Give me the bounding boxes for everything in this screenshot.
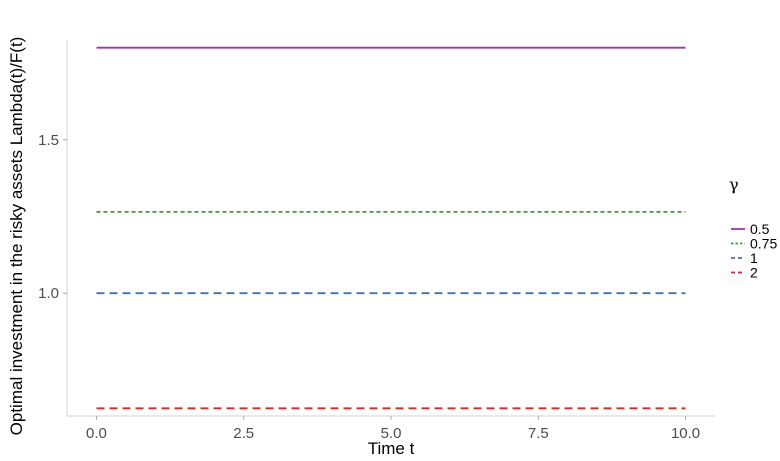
y-tick-label: 1.0 [38,285,59,302]
x-tick-label: 7.5 [528,425,549,442]
y-tick-label: 1.5 [38,132,59,149]
x-axis-title: Time t [368,439,415,458]
legend-label: 0.75 [750,236,777,252]
legend-label: 1 [750,250,758,266]
legend-title: γ [729,175,739,194]
axes [66,40,715,417]
y-ticks: 1.0 1.5 [38,132,67,302]
x-tick-label: 2.5 [233,425,254,442]
y-axis-title: Optimal investment in the risky assets L… [7,37,26,436]
x-ticks: 0.0 2.5 5.0 7.5 10.0 [86,416,700,442]
x-tick-label: 10.0 [671,425,700,442]
series-lines [96,46,686,410]
legend-label: 2 [750,265,758,281]
x-tick-label: 0.0 [86,425,107,442]
x-tick-label: 5.0 [381,425,402,442]
legend-label: 0.5 [750,221,770,237]
